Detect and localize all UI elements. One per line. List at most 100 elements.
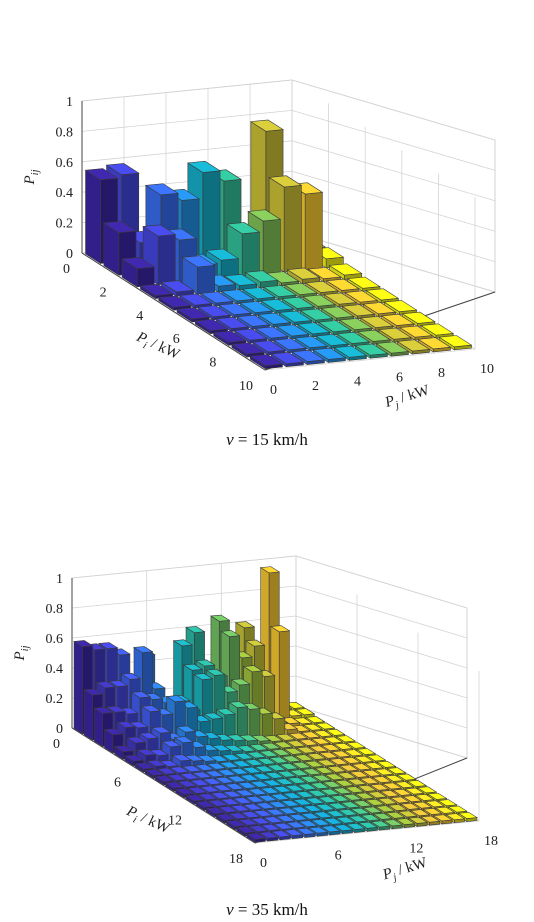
bar-face-top: [457, 811, 478, 819]
bar-7-8: [243, 759, 265, 770]
bar-face-top: [414, 794, 435, 801]
bar-face-top: [447, 805, 468, 813]
bar-face-top: [260, 823, 282, 831]
bar-face-top: [317, 320, 352, 333]
x-tick-label: 6: [114, 775, 121, 790]
gridline-z: [71, 585, 297, 609]
bar-face-top: [103, 728, 124, 736]
bar-face-top: [259, 566, 281, 574]
bar-face-top: [379, 790, 400, 797]
bar-face-top: [300, 812, 321, 820]
bar-face-top: [207, 799, 228, 807]
bar-face-top: [396, 339, 431, 352]
x-tick-label: 8: [209, 356, 216, 371]
bar-face-top: [181, 765, 202, 773]
bar-face-top: [410, 809, 431, 817]
bar-face-top: [295, 827, 317, 835]
bar-face-top: [121, 256, 156, 269]
gridline-z: [295, 555, 468, 609]
z-tick-label: 1: [66, 95, 73, 110]
bar-face-top: [327, 802, 348, 810]
bar-face-top: [412, 801, 433, 809]
bar-8-3: [294, 336, 329, 352]
bar-face-top: [84, 168, 119, 181]
gridline-z: [291, 79, 496, 141]
bar-9-7: [396, 339, 431, 355]
bar-face-top: [93, 706, 114, 714]
bar-face-top: [160, 280, 195, 293]
bar-face-side: [94, 707, 103, 748]
gridline-z: [291, 201, 496, 262]
bar-9-3: [312, 347, 347, 364]
bar-1-15: [269, 625, 291, 723]
bar-face-top: [278, 310, 313, 323]
gridline-x: [264, 348, 476, 371]
bar-face-top: [291, 349, 326, 362]
bar-face-top: [177, 780, 198, 788]
bar-face-top: [273, 338, 308, 351]
x-axis-title: Pi / kW: [122, 803, 173, 840]
bar-face-top: [144, 183, 179, 196]
y-axis-title-sub: j: [390, 872, 398, 884]
x-tick-label: 0: [53, 737, 60, 752]
bar-face-top: [245, 832, 267, 840]
bar-face-top: [169, 766, 190, 774]
caption-v35: v = 35 km/h: [0, 900, 534, 920]
bar-5-9: [365, 288, 400, 304]
bar-face-top: [333, 345, 368, 358]
bar-face-top: [272, 785, 293, 793]
y-tick-label: 12: [409, 841, 423, 856]
bar-face-top: [146, 759, 167, 767]
bar-face-top: [312, 811, 334, 819]
bar-face-top: [243, 759, 265, 766]
x-axis: [71, 727, 256, 844]
gridline-x: [254, 820, 480, 844]
x-axis-title-sub: i: [131, 814, 138, 825]
gridline-z: [71, 615, 297, 639]
bar-face-top: [321, 780, 343, 788]
bar-face-top: [220, 289, 255, 302]
bar-face-top: [176, 725, 197, 733]
bar-face-top: [381, 782, 403, 790]
bar-face-top: [395, 818, 416, 825]
bar-face-top: [302, 723, 324, 731]
bar-face-top: [330, 750, 352, 758]
z-axis-title-base: P: [12, 651, 28, 661]
bar-face-top: [139, 283, 174, 296]
bar-face-top: [383, 300, 418, 313]
bar-2-0: [121, 256, 156, 288]
bar-face-top: [255, 802, 276, 810]
bar-face-top: [267, 801, 288, 808]
bar-face-top: [171, 754, 192, 762]
bar-face-front: [278, 630, 290, 723]
bar-face-top: [434, 806, 456, 814]
y-axis-title-unit: / kW: [395, 382, 432, 407]
bar-17-10: [370, 820, 391, 831]
bar-face-top: [311, 774, 333, 782]
bar-face-top: [242, 803, 263, 811]
bar-7-1: [233, 328, 268, 344]
bar-face-top: [275, 815, 296, 822]
bar-face-top: [227, 812, 249, 820]
bar-face-top: [105, 705, 127, 713]
bar-9-1: [270, 351, 305, 368]
x-axis: [81, 252, 266, 371]
bar-face-front: [304, 192, 323, 271]
bar-face-top: [391, 788, 413, 796]
bar-face-top: [287, 813, 309, 821]
gridline-z: [295, 705, 468, 759]
bar-6-4: [278, 310, 313, 326]
bar-face-top: [215, 316, 250, 329]
bar-face-top: [332, 787, 353, 795]
bar-face-top: [215, 708, 236, 716]
caption-v15: v = 15 km/h: [0, 430, 534, 450]
bar-3-1: [160, 280, 195, 298]
bar-face-top: [257, 794, 278, 802]
y-tick-label: 18: [484, 834, 498, 849]
z-axis-title-sub: ij: [20, 645, 31, 651]
bar-face-top: [279, 799, 301, 807]
bar-8-5: [336, 331, 371, 348]
bar-face-top: [407, 816, 429, 824]
